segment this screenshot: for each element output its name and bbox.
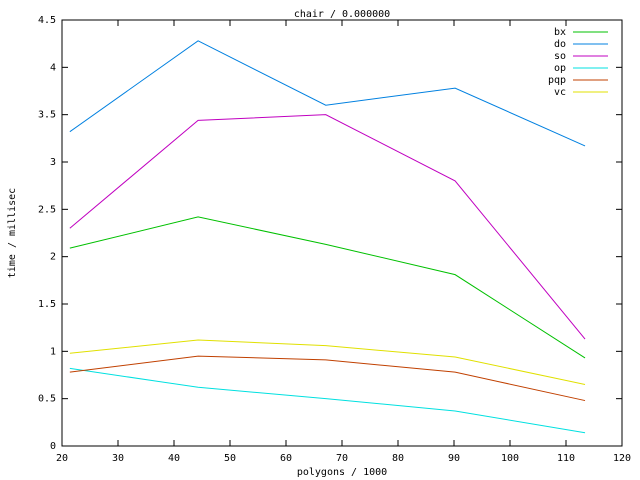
x-tick-label: 70: [336, 453, 348, 464]
y-tick-label: 2.5: [38, 204, 56, 215]
series-line: [69, 40, 586, 147]
legend-label: bx: [554, 27, 566, 38]
x-tick-label: 80: [392, 453, 404, 464]
legend-label: pqp: [548, 75, 566, 86]
chart-title: chair / 0.000000: [294, 9, 390, 20]
y-tick-label: 1.5: [38, 299, 56, 310]
x-axis-label: polygons / 1000: [297, 467, 387, 478]
x-tick-label: 30: [112, 453, 124, 464]
x-tick-label: 60: [280, 453, 292, 464]
y-tick-label: 1: [50, 346, 56, 357]
x-tick-label: 100: [501, 453, 519, 464]
y-tick-label: 0: [50, 441, 56, 452]
y-tick-label: 3: [50, 157, 56, 168]
legend-label: do: [554, 39, 566, 50]
legend-label: op: [554, 63, 566, 74]
x-tick-label: 20: [56, 453, 68, 464]
x-tick-label: 50: [224, 453, 236, 464]
series-line: [69, 339, 586, 385]
legend-label: so: [554, 51, 566, 62]
y-axis-label: time / millisec: [7, 188, 18, 278]
x-tick-label: 110: [557, 453, 575, 464]
series-line: [69, 367, 586, 434]
y-tick-label: 0.5: [38, 394, 56, 405]
y-tick-label: 3.5: [38, 110, 56, 121]
x-tick-label: 40: [168, 453, 180, 464]
y-tick-label: 4: [50, 62, 56, 73]
y-tick-label: 2: [50, 252, 56, 263]
legend-label: vc: [554, 87, 566, 98]
series-line: [69, 114, 586, 340]
x-tick-label: 90: [448, 453, 460, 464]
series-line: [69, 355, 586, 402]
x-tick-label: 120: [613, 453, 631, 464]
y-tick-label: 4.5: [38, 15, 56, 26]
series-line: [69, 216, 586, 359]
plot-border: [61, 19, 623, 447]
